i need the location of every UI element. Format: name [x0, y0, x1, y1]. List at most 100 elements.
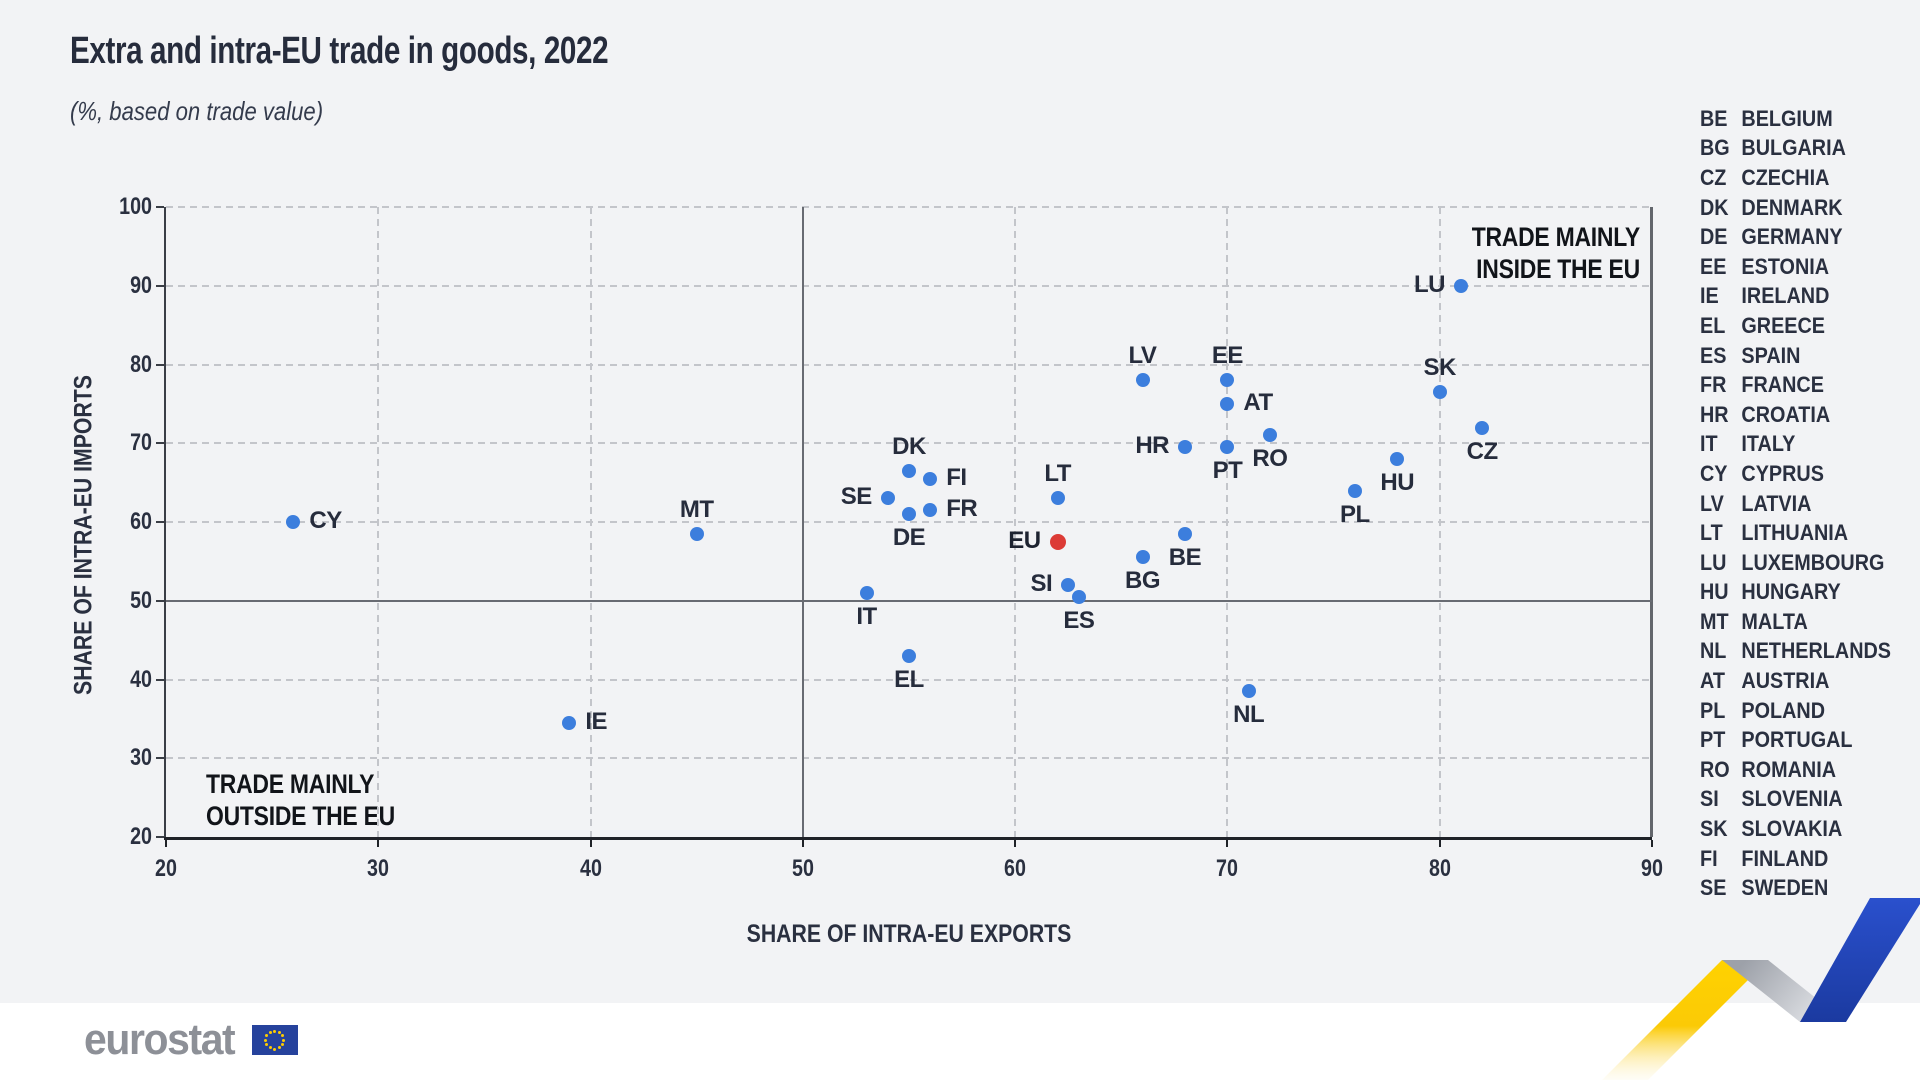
legend-code-LU: LU [1700, 549, 1727, 575]
data-point-SE [880, 491, 895, 506]
data-point-label-EL: EL [894, 665, 924, 693]
data-point-label-LU: LU [1413, 270, 1446, 298]
legend-code-SI: SI [1700, 786, 1719, 812]
y-axis-tick-90 [156, 284, 164, 287]
data-point-SK [1432, 385, 1447, 400]
flag-star [268, 1030, 272, 1034]
legend-code-EE: EE [1700, 253, 1727, 279]
legend-name-PT: PORTUGAL [1741, 727, 1853, 753]
chart-title: Extra and intra-EU trade in goods, 2022 [70, 30, 609, 72]
flag-star [268, 1046, 272, 1050]
legend-row-DE: DE GERMANY [1700, 222, 1891, 252]
data-point-label-HU: HU [1380, 469, 1415, 496]
x-tick-label-80: 80 [1428, 855, 1451, 882]
y-axis-title: SHARE OF INTRA-EU IMPORTS [69, 375, 98, 695]
legend-row-SK: SK SLOVAKIA [1700, 814, 1891, 844]
legend-row-NL: NL NETHERLANDS [1700, 637, 1891, 667]
x-axis-tick-70 [1226, 840, 1229, 847]
legend-name-FI: FINLAND [1741, 845, 1829, 871]
legend-code-SK: SK [1700, 816, 1728, 842]
annotation-trade-inside-eu: TRADE MAINLY INSIDE THE EU [1471, 222, 1640, 284]
x-axis-tick-50 [801, 840, 804, 847]
legend-row-HR: HR CROATIA [1700, 400, 1891, 430]
data-point-label-PT: PT [1212, 457, 1243, 485]
gridline-y70 [166, 442, 1652, 445]
y-axis-tick-20 [156, 836, 164, 838]
legend-row-LV: LV LATVIA [1700, 489, 1891, 519]
data-point-LT [1050, 491, 1065, 506]
legend-name-RO: ROMANIA [1741, 756, 1836, 782]
legend-name-SI: SLOVENIA [1741, 786, 1843, 812]
y-axis-tick-60 [156, 521, 164, 523]
data-point-label-IT: IT [856, 602, 877, 630]
data-point-label-NL: NL [1233, 701, 1265, 729]
data-point-label-LV: LV [1128, 342, 1157, 370]
data-point-FI [923, 471, 938, 486]
gridline-y30 [166, 757, 1652, 760]
legend-row-SI: SI SLOVENIA [1700, 785, 1891, 815]
data-point-label-SE: SE [840, 483, 873, 511]
gridline-x30 [377, 207, 380, 837]
eurostat-wordmark: eurostat [84, 1015, 236, 1064]
x-tick-label-40: 40 [579, 855, 602, 882]
data-point-HR [1177, 440, 1192, 455]
legend-row-CY: CY CYPRUS [1700, 459, 1891, 489]
data-point-CY [286, 515, 301, 529]
y-axis-tick-40 [156, 678, 164, 681]
data-point-label-BG: BG [1125, 567, 1161, 595]
legend-name-PL: POLAND [1741, 697, 1826, 723]
legend-code-BE: BE [1700, 105, 1728, 131]
gridline-x70 [1226, 207, 1229, 837]
legend-code-EL: EL [1700, 312, 1726, 338]
legend-code-LT: LT [1700, 520, 1723, 546]
legend-row-MT: MT MALTA [1700, 607, 1891, 637]
data-point-label-ES: ES [1063, 606, 1095, 634]
y-tick-label-20: 20 [130, 823, 152, 850]
legend-name-EL: GREECE [1741, 312, 1826, 338]
data-point-DK [902, 463, 916, 478]
y-axis-line [164, 207, 166, 837]
legend-name-IT: ITALY [1741, 431, 1796, 457]
legend-row-FR: FR FRANCE [1700, 370, 1891, 400]
gridline-y90 [166, 284, 1652, 287]
legend-code-NL: NL [1700, 638, 1727, 664]
legend-name-AT: AUSTRIA [1741, 668, 1830, 694]
legend-row-SE: SE SWEDEN [1700, 873, 1891, 903]
legend-name-CZ: CZECHIA [1741, 164, 1830, 190]
divider-line-y50 [166, 599, 1652, 602]
y-tick-label-30: 30 [130, 744, 152, 772]
data-point-label-LT: LT [1044, 460, 1071, 488]
data-point-HU [1390, 452, 1405, 466]
legend-code-HR: HR [1700, 401, 1729, 427]
legend-row-LT: LT LITHUANIA [1700, 518, 1891, 548]
data-point-RO [1262, 428, 1277, 443]
legend-code-IT: IT [1700, 431, 1718, 457]
data-point-BE [1177, 526, 1192, 541]
gridline-x60 [1014, 207, 1017, 837]
x-axis-tick-40 [589, 840, 592, 847]
flag-star [264, 1038, 268, 1042]
legend-code-DE: DE [1700, 224, 1728, 250]
legend-code-DK: DK [1700, 194, 1729, 220]
legend-row-IE: IE IRELAND [1700, 282, 1891, 312]
legend-row-EE: EE ESTONIA [1700, 252, 1891, 282]
legend-name-HR: CROATIA [1741, 401, 1831, 427]
x-tick-label-50: 50 [791, 855, 814, 882]
legend-name-BG: BULGARIA [1741, 135, 1846, 161]
data-point-IE [562, 715, 577, 730]
data-point-label-DE: DE [892, 524, 926, 552]
legend-name-MT: MALTA [1741, 608, 1808, 634]
legend-code-HU: HU [1700, 579, 1729, 605]
legend-code-SE: SE [1700, 875, 1727, 901]
legend-row-RO: RO ROMANIA [1700, 755, 1891, 785]
y-axis-tick-30 [156, 757, 164, 760]
legend-code-AT: AT [1700, 668, 1725, 694]
legend-row-PT: PT PORTUGAL [1700, 725, 1891, 755]
legend-code-PL: PL [1700, 697, 1726, 723]
data-point-label-CZ: CZ [1466, 437, 1499, 465]
legend-name-LU: LUXEMBOURG [1741, 549, 1885, 575]
data-point-label-RO: RO [1252, 445, 1288, 473]
legend-code-ES: ES [1700, 342, 1727, 368]
y-tick-label-50: 50 [130, 586, 152, 614]
